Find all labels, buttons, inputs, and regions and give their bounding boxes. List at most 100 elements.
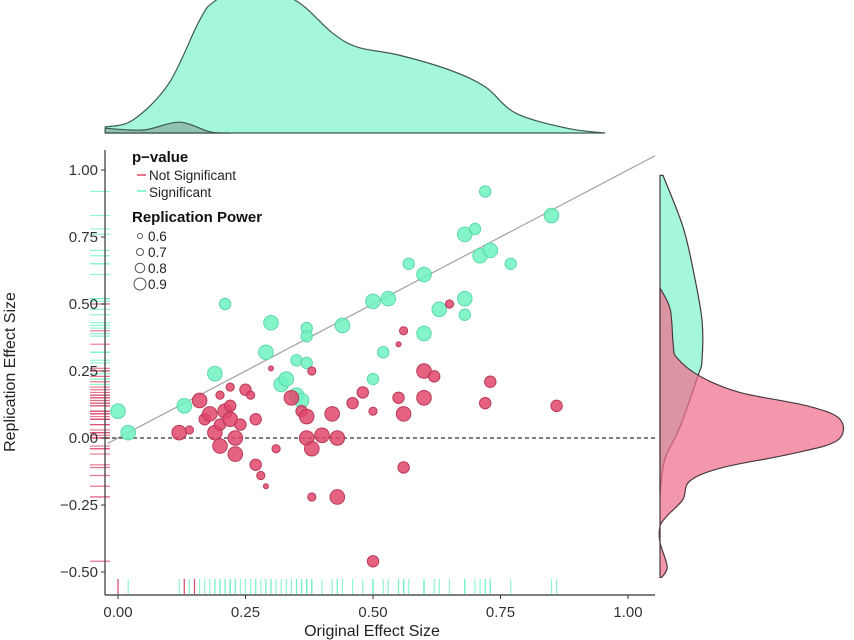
point-not-significant (268, 365, 274, 372)
point-significant (457, 290, 473, 307)
point-not-significant (368, 406, 378, 416)
legend-power-0.7-label: 0.7 (148, 245, 167, 260)
x-tick-label: 0.50 (358, 604, 387, 621)
point-not-significant (227, 446, 244, 462)
point-not-significant (171, 424, 187, 441)
point-significant (207, 365, 223, 382)
point-not-significant (399, 326, 409, 336)
y-tick-label: 0.25 (69, 363, 98, 380)
point-not-significant (324, 406, 341, 422)
legend-power-0.7-key (136, 248, 144, 256)
top-marginal-density (104, 0, 606, 134)
y-tick-label: 0.75 (69, 229, 98, 246)
point-significant (176, 398, 193, 414)
legend-power-0.8-key (134, 262, 146, 274)
y-tick-label: 1.00 (69, 162, 98, 179)
point-significant (479, 185, 492, 198)
point-not-significant (227, 430, 244, 446)
point-not-significant (262, 483, 269, 490)
right-density-not-significant (658, 287, 845, 578)
point-not-significant (550, 399, 563, 413)
point-significant (110, 403, 126, 420)
point-not-significant (246, 390, 256, 400)
point-not-significant (416, 390, 432, 406)
point-significant (120, 424, 136, 441)
x-tick-label: 0.75 (486, 604, 515, 621)
legend: p−value Not Significant Significant Repl… (132, 149, 262, 292)
data-points (110, 185, 563, 568)
point-not-significant (329, 489, 346, 505)
point-significant (365, 293, 381, 310)
point-not-significant (484, 375, 497, 388)
top-density-significant (104, 0, 606, 134)
point-significant (218, 297, 232, 311)
legend-power-title: Replication Power (132, 209, 262, 226)
point-not-significant (184, 425, 194, 435)
point-significant (380, 290, 397, 307)
point-significant (278, 371, 295, 387)
point-significant (543, 207, 560, 224)
axes: 0.00 0.25 0.50 0.75 1.00 1.00 0.75 0.50 0.25 0.00… (60, 150, 655, 621)
point-significant (402, 257, 415, 270)
point-significant (431, 301, 448, 318)
point-not-significant (356, 386, 369, 399)
y-axis-label: Replication Effect Size (2, 292, 19, 452)
legend-pvalue-title: p−value (132, 149, 188, 166)
legend-power-0.9-key (133, 277, 147, 291)
point-significant (300, 329, 313, 343)
point-not-significant (397, 461, 410, 474)
point-not-significant (329, 430, 346, 446)
y-tick-label: −0.50 (60, 564, 98, 581)
point-not-significant (249, 413, 262, 426)
legend-not-significant-label: Not Significant (149, 168, 236, 183)
point-significant (290, 354, 303, 367)
point-not-significant (283, 390, 300, 406)
point-significant (258, 344, 274, 361)
legend-power-0.8-label: 0.8 (148, 261, 167, 276)
point-not-significant (304, 440, 320, 457)
point-significant (468, 222, 482, 236)
point-significant (334, 317, 351, 334)
point-not-significant (395, 406, 412, 422)
x-tick-label: 0.25 (231, 604, 260, 621)
point-significant (504, 257, 517, 270)
y-tick-label: −0.25 (60, 497, 98, 514)
point-significant (482, 242, 499, 259)
legend-significant-label: Significant (149, 185, 212, 200)
legend-power-0.6-label: 0.6 (148, 229, 167, 244)
point-not-significant (392, 391, 405, 404)
point-significant (263, 314, 279, 331)
legend-power-0.9-label: 0.9 (148, 277, 167, 292)
point-not-significant (444, 299, 455, 309)
point-not-significant (191, 392, 208, 409)
point-not-significant (224, 399, 237, 413)
point-not-significant (234, 418, 247, 431)
point-significant (416, 325, 432, 342)
point-significant (300, 356, 313, 370)
point-not-significant (307, 366, 317, 376)
point-significant (377, 346, 390, 359)
y-tick-label: 0.00 (69, 430, 98, 447)
point-not-significant (479, 396, 492, 410)
point-not-significant (314, 427, 330, 444)
right-marginal-density (658, 174, 845, 578)
x-tick-label: 1.00 (613, 604, 642, 621)
x-axis-label: Original Effect Size (304, 623, 440, 640)
point-not-significant (271, 444, 281, 454)
point-not-significant (346, 396, 359, 410)
point-not-significant (225, 382, 235, 392)
point-not-significant (428, 370, 441, 383)
point-not-significant (298, 408, 315, 425)
point-not-significant (307, 492, 317, 502)
point-not-significant (366, 555, 380, 568)
legend-power-0.6-key (137, 233, 143, 239)
point-significant (458, 308, 471, 321)
rug-marks (90, 190, 558, 594)
point-not-significant (202, 406, 218, 422)
point-not-significant (395, 341, 402, 348)
point-significant (366, 372, 380, 386)
y-tick-label: 0.50 (69, 296, 98, 313)
point-not-significant (249, 458, 262, 471)
point-not-significant (256, 470, 266, 481)
